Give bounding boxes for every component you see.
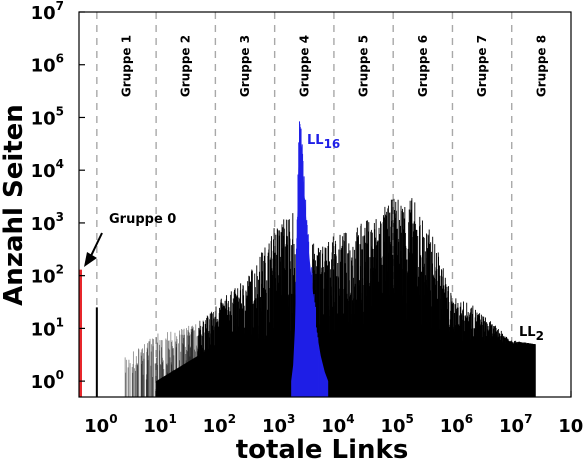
y-tick-label-5: 105 xyxy=(31,104,64,129)
group-label-2: Gruppe 2 xyxy=(179,35,193,97)
y-tick-label-7: 107 xyxy=(31,0,64,24)
hist-floor xyxy=(156,319,536,397)
x-tick-label-2: 102 xyxy=(203,412,236,437)
black-histogram xyxy=(95,198,536,397)
y-tick-label-1: 101 xyxy=(31,315,64,340)
group-label-3: Gruppe 3 xyxy=(238,35,252,97)
gruppe0-arrow-head xyxy=(84,252,97,267)
gruppe0-bar xyxy=(79,269,82,397)
x-axis-label: totale Links xyxy=(236,435,409,462)
group-label-8: Gruppe 8 xyxy=(534,35,548,97)
x-tick-labels: 100 101 102 103 104 105 106 107 108 xyxy=(84,412,584,437)
group-labels: Gruppe 1 Gruppe 2 Gruppe 3 Gruppe 4 Gruppe 5… xyxy=(120,35,549,97)
x-tick-label-6: 106 xyxy=(440,412,473,437)
ll16-peak xyxy=(291,121,329,397)
y-tick-label-0: 100 xyxy=(31,368,64,393)
annotation-gruppe0: Gruppe 0 xyxy=(84,212,176,267)
ll2-label: LL2 xyxy=(519,325,544,343)
x-tick-label-3: 103 xyxy=(262,412,295,437)
x-tick-label-5: 105 xyxy=(380,412,413,437)
group-label-7: Gruppe 7 xyxy=(475,35,489,97)
axis-ticks xyxy=(79,11,572,397)
plot-frame xyxy=(78,11,572,398)
y-tick-label-4: 104 xyxy=(31,157,64,182)
x-tick-label-1: 101 xyxy=(143,412,176,437)
group-label-6: Gruppe 6 xyxy=(416,35,430,97)
group-label-5: Gruppe 5 xyxy=(357,35,371,97)
y-tick-labels: 100 101 102 103 104 105 106 107 xyxy=(31,0,64,393)
y-tick-label-3: 103 xyxy=(31,210,64,235)
y-tick-label-6: 106 xyxy=(31,52,64,77)
group-label-1: Gruppe 1 xyxy=(120,35,134,97)
gruppe0-arrow-line xyxy=(89,232,103,259)
x-tick-label-8: 108 xyxy=(558,412,584,437)
group-label-4: Gruppe 4 xyxy=(297,35,311,97)
x-tick-label-4: 104 xyxy=(321,412,354,437)
y-axis-label: Anzahl Seiten xyxy=(0,104,29,306)
x-tick-label-7: 107 xyxy=(499,412,532,437)
ll16-label: LL16 xyxy=(307,133,340,151)
gruppe0-red-bar xyxy=(79,269,82,397)
gruppe0-label: Gruppe 0 xyxy=(109,212,176,227)
x-tick-label-0: 100 xyxy=(84,412,117,437)
y-tick-label-2: 102 xyxy=(31,263,64,288)
